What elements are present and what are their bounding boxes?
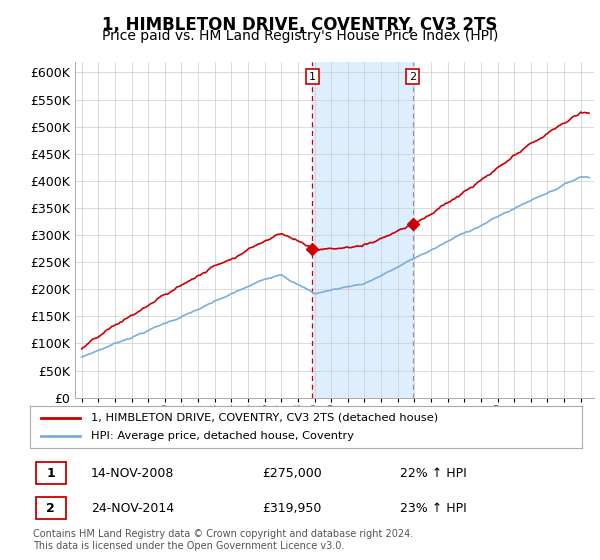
Text: 14-NOV-2008: 14-NOV-2008 <box>91 466 174 480</box>
Bar <box>35 497 66 520</box>
Text: 2: 2 <box>409 72 416 82</box>
Text: 23% ↑ HPI: 23% ↑ HPI <box>400 502 467 515</box>
Text: 1, HIMBLETON DRIVE, COVENTRY, CV3 2TS: 1, HIMBLETON DRIVE, COVENTRY, CV3 2TS <box>103 16 497 34</box>
Text: Price paid vs. HM Land Registry's House Price Index (HPI): Price paid vs. HM Land Registry's House … <box>102 29 498 43</box>
Text: 22% ↑ HPI: 22% ↑ HPI <box>400 466 467 480</box>
Text: 2: 2 <box>46 502 55 515</box>
Bar <box>313 62 413 398</box>
Text: 1, HIMBLETON DRIVE, COVENTRY, CV3 2TS (detached house): 1, HIMBLETON DRIVE, COVENTRY, CV3 2TS (d… <box>91 413 438 423</box>
Text: £275,000: £275,000 <box>262 466 322 480</box>
Text: 1: 1 <box>46 466 55 480</box>
Bar <box>35 462 66 484</box>
Text: £319,950: £319,950 <box>262 502 321 515</box>
Text: HPI: Average price, detached house, Coventry: HPI: Average price, detached house, Cove… <box>91 431 354 441</box>
Text: 24-NOV-2014: 24-NOV-2014 <box>91 502 174 515</box>
Text: 1: 1 <box>309 72 316 82</box>
Text: Contains HM Land Registry data © Crown copyright and database right 2024.
This d: Contains HM Land Registry data © Crown c… <box>33 529 413 551</box>
